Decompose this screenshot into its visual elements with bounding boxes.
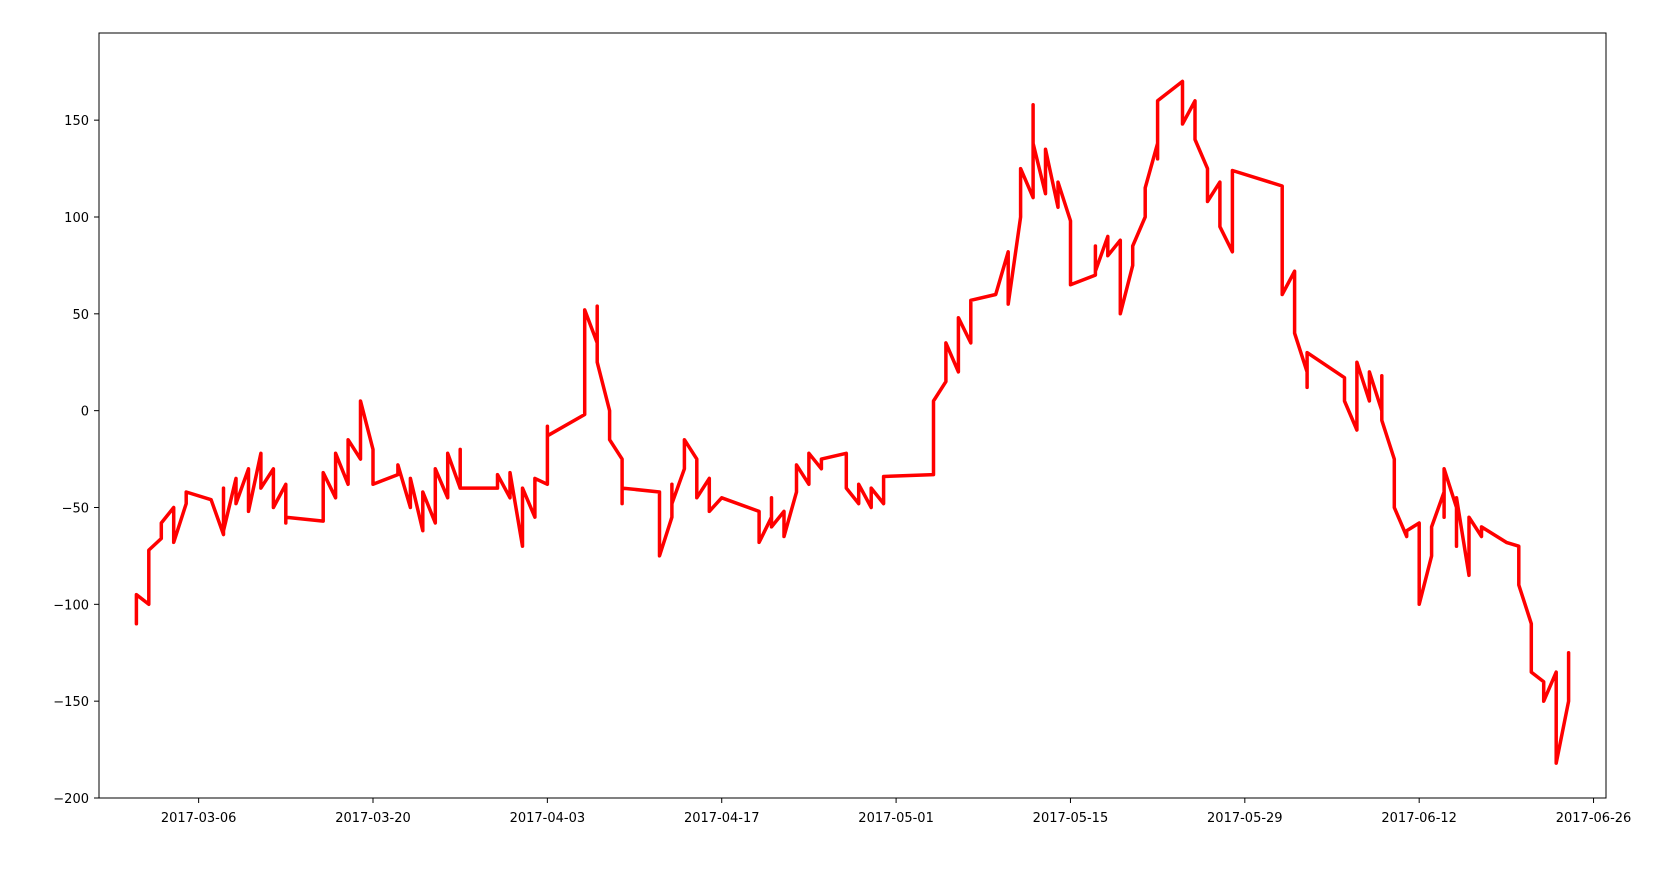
x-tick-label: 2017-06-12 [1381, 811, 1457, 826]
y-tick-label: −150 [53, 695, 89, 710]
x-tick-label: 2017-06-26 [1556, 811, 1632, 826]
x-tick-label: 2017-03-20 [335, 811, 411, 826]
y-tick-label: 150 [64, 114, 89, 129]
x-tick-label: 2017-05-01 [858, 811, 934, 826]
series-layer [134, 79, 1571, 765]
x-axis: 2017-03-06 2017-03-20 2017-04-03 2017-04-17… [161, 798, 1631, 826]
y-tick-label: −50 [62, 501, 89, 516]
plot-area [98, 32, 1607, 799]
y-axis: −200 −150 −100 −50 0 50 100 150 [53, 114, 99, 807]
x-tick-label: 2017-04-17 [684, 811, 760, 826]
x-tick-label: 2017-03-06 [161, 811, 237, 826]
x-tick-label: 2017-05-29 [1207, 811, 1283, 826]
y-tick-label: 50 [72, 308, 89, 323]
y-tick-label: 0 [81, 405, 89, 420]
series-line [134, 79, 1571, 765]
y-tick-label: −200 [53, 792, 89, 807]
y-tick-label: −100 [53, 598, 89, 613]
x-tick-label: 2017-05-15 [1033, 811, 1109, 826]
x-tick-label: 2017-04-03 [510, 811, 586, 826]
y-tick-label: 100 [64, 211, 89, 226]
